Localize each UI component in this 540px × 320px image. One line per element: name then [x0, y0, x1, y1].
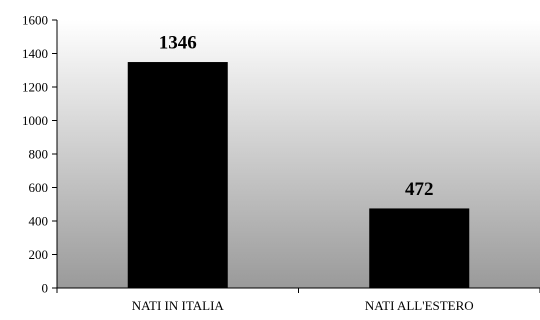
y-tick-label: 0 [42, 281, 49, 296]
bars [127, 62, 470, 289]
bar-value-label: 472 [405, 179, 434, 200]
y-tick-label: 800 [29, 147, 49, 162]
bar-value-label: 1346 [159, 33, 197, 54]
y-tick-label: 1000 [22, 113, 48, 128]
data-labels: 1346 472 [159, 33, 434, 200]
y-tick-label: 600 [29, 180, 49, 195]
x-axis: NATI IN ITALIA NATI ALL'ESTERO [56, 287, 540, 313]
y-tick-label: 1600 [22, 13, 48, 28]
y-tick-label: 400 [29, 214, 49, 229]
y-tick-label: 200 [29, 247, 49, 262]
y-tick-label: 1400 [22, 46, 48, 61]
bar [127, 62, 228, 289]
y-tick-label: 1200 [22, 80, 48, 95]
bar [369, 208, 470, 289]
x-category-label: NATI ALL'ESTERO [365, 298, 474, 313]
x-category-label: NATI IN ITALIA [132, 298, 225, 313]
y-axis: 0 200 400 600 800 1000 1200 1400 1600 [22, 13, 58, 296]
